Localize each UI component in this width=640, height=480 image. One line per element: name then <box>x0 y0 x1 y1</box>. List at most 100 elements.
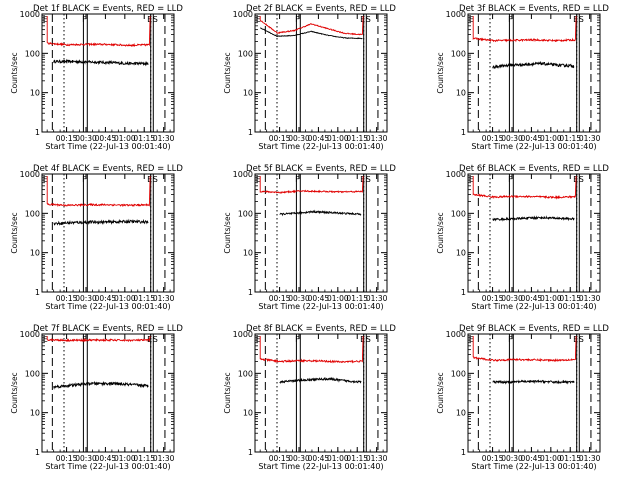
x-axis-label: Start Time (22-Jul-13 00:01:40) <box>45 302 170 311</box>
x-tick-label: 01:00 <box>114 294 136 303</box>
x-tick-label: 00:45 <box>521 454 543 463</box>
y-axis-label: Counts/sec <box>10 52 19 93</box>
series-line-lld <box>472 335 577 363</box>
y-axis-label: Counts/sec <box>436 212 445 253</box>
y-tick-label: 100 <box>25 369 40 378</box>
event-marker-label: S <box>153 335 158 344</box>
x-tick-label: 00:30 <box>75 134 97 143</box>
x-tick-label: 01:15 <box>133 294 155 303</box>
y-tick-label: 10 <box>243 249 253 258</box>
x-tick-label: 00:45 <box>308 454 330 463</box>
event-marker-label: E <box>469 15 474 24</box>
series-line-events <box>492 379 575 385</box>
series-line-lld <box>472 175 577 200</box>
x-tick-label: 01:15 <box>559 294 581 303</box>
series-line-lld <box>46 335 151 343</box>
y-axis-label: Counts/sec <box>436 372 445 413</box>
x-tick-label: 00:45 <box>308 134 330 143</box>
x-tick-label: 00:30 <box>288 454 310 463</box>
plot-frame <box>41 13 175 133</box>
x-tick-label: 01:00 <box>114 454 136 463</box>
chart-title: Det 8f BLACK = Events, RED = LLD <box>246 324 396 334</box>
chart-title: Det 9f BLACK = Events, RED = LLD <box>459 324 609 334</box>
x-tick-label: 01:00 <box>114 134 136 143</box>
y-tick-label: 10 <box>456 409 466 418</box>
x-tick-label: 00:45 <box>308 294 330 303</box>
x-axis-label: Start Time (22-Jul-13 00:01:40) <box>471 462 596 471</box>
plot-frame <box>254 173 388 293</box>
y-tick-label: 100 <box>238 369 253 378</box>
event-marker-label: S <box>366 15 371 24</box>
y-tick-label: 100 <box>451 49 466 58</box>
x-tick-label: 00:30 <box>501 454 523 463</box>
event-marker-label: S <box>366 175 371 184</box>
x-tick-label: 00:30 <box>501 134 523 143</box>
event-marker-label: S <box>579 15 584 24</box>
x-tick-label: 00:45 <box>95 454 117 463</box>
chart-panel-3: Det 3f BLACK = Events, RED = LLD 1 10 100 10… <box>436 4 609 151</box>
y-tick-label: 100 <box>25 49 40 58</box>
x-tick-label: 01:00 <box>540 134 562 143</box>
plot-frame <box>467 173 601 293</box>
y-tick-label: 10 <box>456 89 466 98</box>
x-tick-label: 01:00 <box>327 294 349 303</box>
series-line-events <box>279 376 362 384</box>
plot-frame <box>41 173 175 293</box>
x-tick-label: 01:15 <box>559 454 581 463</box>
y-axis-label: Counts/sec <box>10 212 19 253</box>
y-tick-label: 1000 <box>20 330 40 339</box>
chart-title: Det 7f BLACK = Events, RED = LLD <box>33 324 183 334</box>
y-tick-label: 1 <box>248 288 253 297</box>
event-marker-label: E <box>256 175 261 184</box>
series-line-lld <box>46 15 151 48</box>
y-tick-label: 100 <box>238 49 253 58</box>
x-tick-label: 00:45 <box>95 134 117 143</box>
event-marker-label: E <box>43 15 48 24</box>
x-tick-label: 01:00 <box>327 134 349 143</box>
series-line-events <box>492 61 575 70</box>
y-tick-label: 10 <box>243 409 253 418</box>
event-marker-label: S <box>153 15 158 24</box>
event-marker-label: F <box>295 175 300 184</box>
x-tick-label: 01:30 <box>579 134 601 143</box>
x-tick-label: 01:15 <box>559 134 581 143</box>
y-tick-label: 10 <box>456 249 466 258</box>
chart-panel-5: Det 5f BLACK = Events, RED = LLD 1 10 100 10… <box>223 164 396 311</box>
y-tick-label: 10 <box>30 89 40 98</box>
x-tick-label: 01:15 <box>346 294 368 303</box>
x-tick-label: 01:30 <box>153 454 175 463</box>
x-tick-label: 01:15 <box>133 454 155 463</box>
y-tick-label: 1000 <box>446 10 466 19</box>
y-tick-label: 1000 <box>20 170 40 179</box>
series-line-lld <box>46 175 151 208</box>
event-marker-label: S <box>366 335 371 344</box>
x-tick-label: 00:15 <box>482 134 504 143</box>
series-line-events <box>279 209 362 217</box>
chart-panel-1: Det 1f BLACK = Events, RED = LLD 1 10 100 10… <box>10 4 183 151</box>
x-tick-label: 00:30 <box>288 134 310 143</box>
event-marker-label: S <box>153 175 158 184</box>
event-marker-label: F <box>508 175 513 184</box>
plot-frame <box>254 13 388 133</box>
event-marker-label: E <box>43 175 48 184</box>
x-tick-label: 00:30 <box>75 294 97 303</box>
series-line-lld <box>472 15 577 43</box>
x-tick-label: 00:15 <box>56 454 78 463</box>
y-tick-label: 1000 <box>233 330 253 339</box>
event-marker-label: S <box>579 335 584 344</box>
event-marker-label: F <box>82 15 87 24</box>
plot-frame <box>467 333 601 453</box>
y-axis-label: Counts/sec <box>223 372 232 413</box>
y-tick-label: 1 <box>461 448 466 457</box>
event-marker-label: F <box>295 15 300 24</box>
chart-title: Det 3f BLACK = Events, RED = LLD <box>459 4 609 14</box>
series-line-events <box>492 215 575 222</box>
y-tick-label: 100 <box>451 369 466 378</box>
series-line-events <box>53 218 149 226</box>
x-axis-label: Start Time (22-Jul-13 00:01:40) <box>258 462 383 471</box>
x-tick-label: 00:15 <box>269 294 291 303</box>
x-tick-label: 01:30 <box>366 454 388 463</box>
y-axis-label: Counts/sec <box>223 52 232 93</box>
chart-panel-6: Det 6f BLACK = Events, RED = LLD 1 10 100 10… <box>436 164 609 311</box>
